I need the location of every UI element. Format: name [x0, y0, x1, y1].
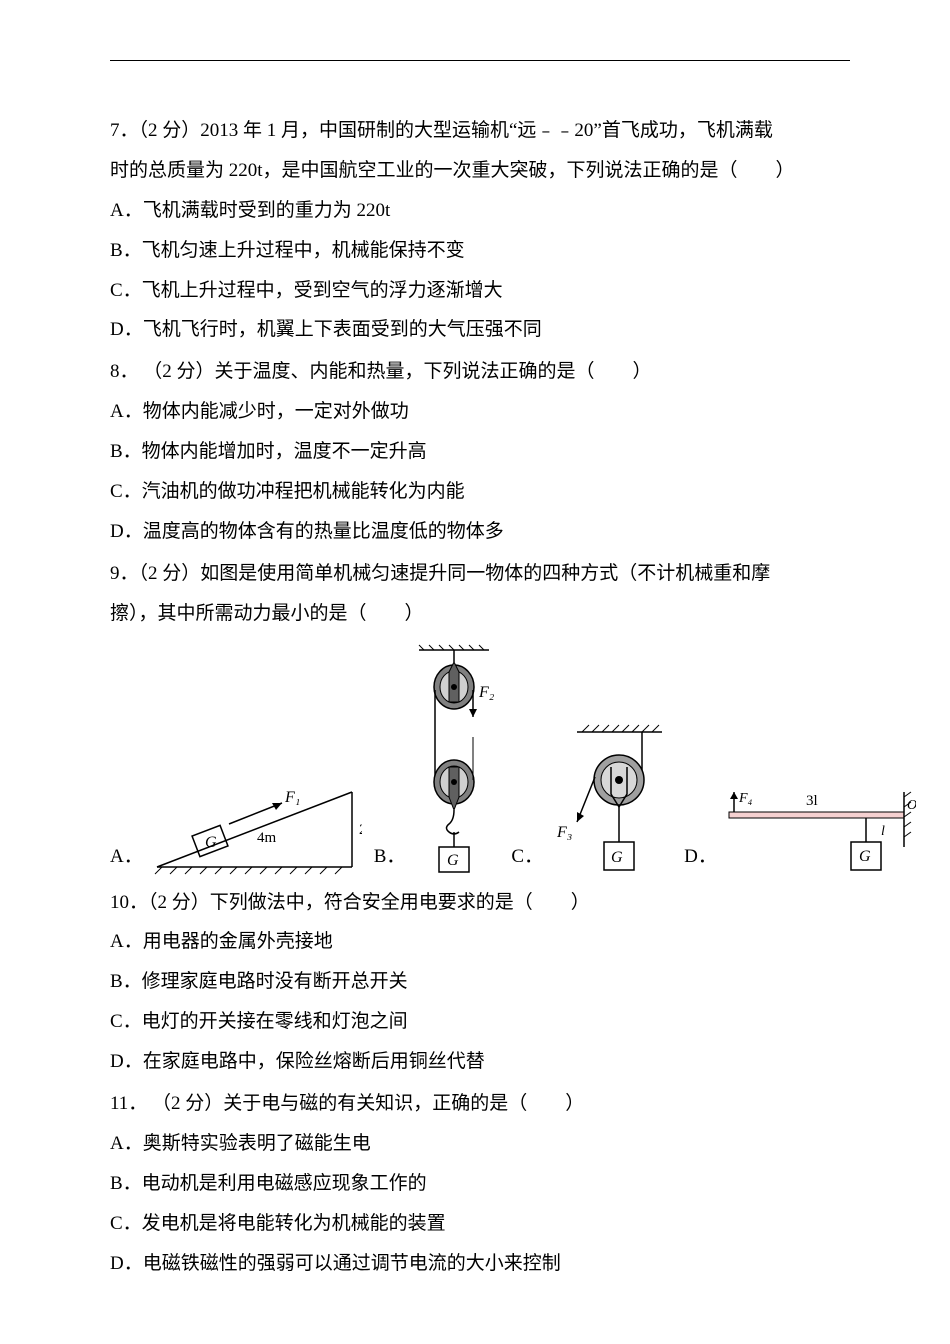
q7-option-c: C．飞机上升过程中，受到空气的浮力逐渐增大 — [110, 271, 850, 311]
q10-stem: 10．（2 分）下列做法中，符合安全用电要求的是（ ） — [110, 883, 850, 923]
q8-option-a: A．物体内能减少时，一定对外做功 — [110, 392, 850, 432]
svg-text:G: G — [611, 849, 623, 866]
q9-label-c: C． — [511, 837, 543, 877]
question-8: 8． （2 分）关于温度、内能和热量，下列说法正确的是（ ） A．物体内能减少时… — [110, 352, 850, 551]
pulley-movable-icon: F₃ G — [547, 722, 672, 877]
q8-option-b: B．物体内能增加时，温度不一定升高 — [110, 432, 850, 472]
pulley-compound-icon: F₂ G — [409, 642, 499, 877]
q11-option-d: D．电磁铁磁性的强弱可以通过调节电流的大小来控制 — [110, 1244, 850, 1284]
q9-stem-line2: 擦），其中所需动力最小的是（ ） — [110, 594, 850, 634]
incline-diagram-icon: G F₁ 4m 2m — [147, 772, 362, 877]
q11-stem: 11． （2 分）关于电与磁的有关知识，正确的是（ ） — [110, 1084, 850, 1124]
q9-option-c: C． — [511, 722, 672, 877]
q7-option-a: A．飞机满载时受到的重力为 220t — [110, 191, 850, 231]
page-divider — [110, 60, 850, 61]
svg-text:F₃: F₃ — [556, 824, 572, 841]
q11-option-b: B．电动机是利用电磁感应现象工作的 — [110, 1164, 850, 1204]
svg-text:O: O — [907, 798, 916, 813]
q8-stem: 8． （2 分）关于温度、内能和热量，下列说法正确的是（ ） — [110, 352, 850, 392]
q9-option-b: B． F₂ — [374, 642, 500, 877]
svg-text:3l: 3l — [806, 793, 818, 809]
q8-option-c: C．汽油机的做功冲程把机械能转化为内能 — [110, 472, 850, 512]
question-11: 11． （2 分）关于电与磁的有关知识，正确的是（ ） A．奥斯特实验表明了磁能… — [110, 1084, 850, 1283]
svg-text:4m: 4m — [257, 830, 277, 846]
q11-option-a: A．奥斯特实验表明了磁能生电 — [110, 1124, 850, 1164]
svg-text:F₂: F₂ — [478, 684, 495, 701]
q8-option-d: D．温度高的物体含有的热量比温度低的物体多 — [110, 512, 850, 552]
lever-diagram-icon: F₄ 3l O l G — [721, 787, 916, 877]
q7-stem-line2: 时的总质量为 220t，是中国航空工业的一次重大突破，下列说法正确的是（ ） — [110, 151, 850, 191]
q7-stem-line1: 7．（2 分）2013 年 1 月，中国研制的大型运输机“远﹣﹣20”首飞成功，… — [110, 111, 850, 151]
q9-label-b: B． — [374, 837, 406, 877]
svg-text:G: G — [859, 848, 871, 865]
q10-option-b: B．修理家庭电路时没有断开总开关 — [110, 962, 850, 1002]
q9-option-a: A． G — [110, 772, 362, 877]
svg-text:2m: 2m — [359, 822, 362, 838]
q7-option-d: D．飞机飞行时，机翼上下表面受到的大气压强不同 — [110, 310, 850, 350]
svg-text:l: l — [881, 824, 885, 839]
question-9: 9．（2 分）如图是使用简单机械匀速提升同一物体的四种方式（不计机械重和摩 擦）… — [110, 554, 850, 877]
q7-option-b: B．飞机匀速上升过程中，机械能保持不变 — [110, 231, 850, 271]
svg-text:G: G — [447, 852, 459, 869]
svg-text:G: G — [205, 834, 217, 851]
q9-stem-line1: 9．（2 分）如图是使用简单机械匀速提升同一物体的四种方式（不计机械重和摩 — [110, 554, 850, 594]
q9-images-row: A． G — [110, 642, 850, 877]
q9-label-a: A． — [110, 837, 143, 877]
svg-text:F₁: F₁ — [284, 789, 300, 806]
q9-option-d: D． F₄ 3l O l — [684, 787, 916, 877]
q10-option-c: C．电灯的开关接在零线和灯泡之间 — [110, 1002, 850, 1042]
q11-option-c: C．发电机是将电能转化为机械能的装置 — [110, 1204, 850, 1244]
q10-option-a: A．用电器的金属外壳接地 — [110, 922, 850, 962]
svg-text:F₄: F₄ — [738, 791, 753, 806]
q9-label-d: D． — [684, 837, 717, 877]
question-7: 7．（2 分）2013 年 1 月，中国研制的大型运输机“远﹣﹣20”首飞成功，… — [110, 111, 850, 350]
q10-option-d: D．在家庭电路中，保险丝熔断后用铜丝代替 — [110, 1042, 850, 1082]
question-10: 10．（2 分）下列做法中，符合安全用电要求的是（ ） A．用电器的金属外壳接地… — [110, 883, 850, 1082]
